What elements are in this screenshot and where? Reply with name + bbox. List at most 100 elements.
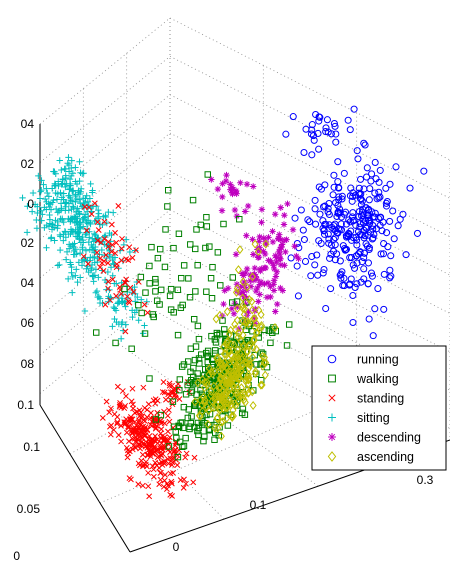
standing-point (128, 398, 135, 405)
standing-point (123, 416, 130, 423)
ascending-point (216, 382, 224, 392)
running-point (340, 274, 348, 282)
running-point (331, 241, 339, 249)
ascending-point (191, 397, 199, 407)
standing-point (145, 436, 152, 443)
running-point (367, 177, 375, 185)
descending-point (230, 310, 238, 317)
z-tick-label: 04 (21, 276, 35, 290)
descending-point (242, 269, 249, 277)
running-point (332, 227, 340, 235)
descending-point (231, 206, 239, 214)
descending-point (234, 303, 241, 311)
running-point (380, 305, 388, 313)
walking-point (156, 301, 163, 308)
standing-point (181, 476, 187, 483)
descending-point (255, 238, 263, 245)
running-point (392, 163, 400, 171)
running-point (364, 280, 372, 288)
ascending-point (218, 370, 226, 380)
grid-line (169, 17, 450, 161)
standing-point (105, 243, 112, 250)
ascending-point (262, 239, 270, 249)
sitting-point (29, 189, 37, 197)
running-point (386, 180, 394, 188)
sitting-point (53, 196, 61, 203)
descending-point (270, 287, 278, 294)
sitting-point (72, 198, 79, 206)
walking-point (190, 315, 198, 323)
walking-point (175, 230, 183, 238)
running-point (390, 235, 398, 243)
legend-item-label: walking (356, 372, 399, 386)
standing-point (106, 409, 113, 416)
walking-point (224, 422, 232, 429)
standing-point (112, 229, 118, 236)
ascending-point (243, 385, 251, 395)
sitting-point (37, 188, 44, 195)
standing-point (150, 473, 157, 480)
running-point (360, 265, 368, 273)
sitting-point (33, 216, 40, 224)
ascending-point (233, 378, 241, 388)
descending-point (243, 265, 251, 273)
standing-point (167, 491, 174, 498)
sitting-point (28, 208, 36, 215)
descending-point (222, 177, 230, 185)
standing-point (149, 418, 156, 425)
sitting-point (61, 165, 68, 173)
running-point (420, 167, 428, 175)
walking-point (194, 419, 202, 427)
standing-point (165, 428, 171, 435)
running-point (349, 261, 357, 269)
standing-point (123, 393, 129, 400)
z-tick-label: 02 (21, 157, 35, 171)
running-point (363, 173, 371, 181)
descending-series (208, 171, 302, 359)
running-point (340, 169, 348, 177)
descending-point (214, 185, 222, 193)
ascending-point (236, 348, 244, 358)
ascending-point (228, 411, 236, 421)
walking-point (195, 424, 202, 432)
sitting-point (61, 228, 69, 235)
running-point (359, 205, 367, 213)
running-point (380, 270, 388, 278)
running-point (327, 250, 335, 258)
running-point (308, 253, 316, 261)
sitting-point (40, 181, 47, 188)
running-point (312, 220, 320, 228)
sitting-point (60, 237, 67, 244)
standing-point (109, 241, 116, 248)
running-point (360, 226, 368, 234)
descending-point (241, 208, 249, 215)
sitting-point (73, 266, 80, 273)
descending-point (262, 264, 269, 272)
ascending-point (215, 362, 223, 372)
sitting-point (72, 233, 80, 240)
sitting-point (83, 219, 90, 226)
standing-point (160, 483, 167, 490)
standing-point (94, 219, 101, 226)
sitting-point (51, 237, 58, 244)
y-tick-label: 0.1 (250, 498, 267, 512)
sitting-point (56, 157, 63, 164)
ascending-point (252, 328, 260, 338)
ascending-point (254, 247, 262, 257)
running-point (360, 254, 368, 262)
ascending-point (239, 293, 247, 303)
sitting-point (91, 259, 98, 266)
standing-point (94, 237, 101, 244)
sitting-point (48, 226, 56, 233)
standing-point (133, 247, 139, 254)
running-point (316, 113, 324, 121)
standing-point (183, 480, 189, 487)
standing-point (119, 235, 125, 242)
sitting-point (91, 230, 98, 238)
standing-point (108, 248, 115, 255)
running-point (365, 196, 373, 204)
running-point (308, 151, 316, 159)
running-point (349, 209, 357, 217)
walking-point (188, 387, 196, 394)
standing-point (128, 416, 134, 423)
